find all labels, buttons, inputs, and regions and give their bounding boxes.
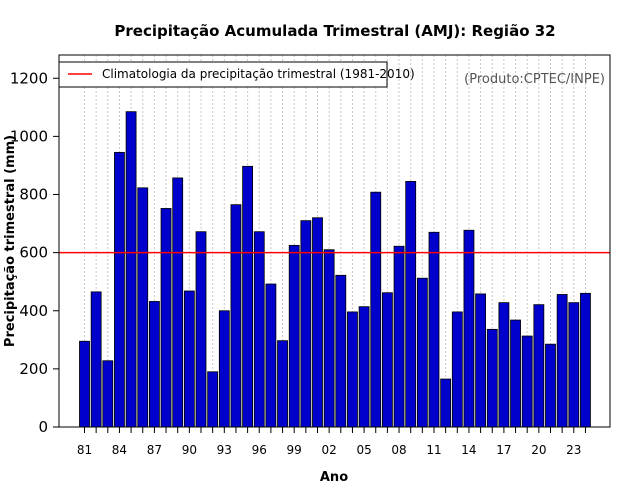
bar-02: [323, 249, 335, 428]
x-axis: 81 84 87 90 93 96 99 02 05 08 11 14 17 20 23: [77, 427, 586, 457]
bar-22: [556, 294, 568, 428]
bar-88: [160, 208, 172, 428]
bar-95: [242, 165, 254, 428]
plot-frame: [58, 54, 611, 428]
x-axis-title: Ano: [320, 470, 348, 485]
legend-label: Climatologia da precipitação trimestral …: [102, 67, 415, 81]
bar-05: [358, 306, 370, 428]
x-tick-label: 23: [566, 443, 581, 457]
x-tick-label: 87: [147, 443, 162, 457]
chart-title: Precipitação Acumulada Trimestral (AMJ):…: [114, 22, 555, 40]
bar-13: [451, 311, 463, 428]
x-tick-label: 14: [461, 443, 476, 457]
bar-98: [277, 340, 288, 428]
bars-group: [79, 111, 591, 428]
bar-89: [172, 177, 184, 428]
x-tick-label: 17: [496, 443, 511, 457]
bar-86: [137, 187, 149, 428]
bar-09: [405, 181, 417, 428]
bar-84: [114, 151, 125, 428]
bar-85: [125, 111, 137, 428]
legend-box: [58, 61, 388, 88]
bar-08: [393, 245, 405, 428]
bar-93: [218, 310, 230, 428]
legend: Climatologia da precipitação trimestral …: [58, 61, 415, 88]
x-tick-label: 96: [252, 443, 267, 457]
bar-17: [498, 302, 510, 428]
bar-14: [463, 229, 475, 428]
x-tick-label: 05: [356, 443, 371, 457]
y-tick-label: 0: [38, 418, 48, 436]
source-note: (Produto:CPTEC/INPE): [464, 72, 605, 87]
x-tick-label: 93: [217, 443, 232, 457]
bar-18: [510, 319, 521, 428]
bar-19: [521, 335, 533, 428]
bar-83: [102, 360, 114, 428]
y-tick-label: 1200: [10, 69, 48, 87]
bar-10: [416, 277, 428, 428]
bar-00: [300, 220, 312, 428]
bar-82: [90, 291, 102, 428]
bar-94: [230, 204, 242, 428]
y-tick-label: 200: [19, 360, 48, 378]
y-tick-label: 1000: [10, 127, 48, 145]
y-tick-label: 600: [19, 244, 48, 262]
bar-97: [265, 283, 277, 428]
bar-16: [486, 328, 498, 428]
x-tick-label: 02: [322, 443, 337, 457]
y-axis: 0 200 400 600 800 1000 1200: [10, 69, 59, 436]
bar-03: [335, 274, 347, 428]
bar-24: [580, 292, 591, 428]
y-tick-label: 400: [19, 302, 48, 320]
x-tick-label: 08: [391, 443, 406, 457]
bar-15: [475, 293, 487, 428]
bar-04: [347, 311, 358, 428]
x-tick-label: 81: [77, 443, 92, 457]
x-tick-label: 90: [182, 443, 197, 457]
bar-12: [440, 378, 452, 428]
bar-90: [183, 290, 195, 428]
x-tick-label: 99: [287, 443, 302, 457]
x-tick-label: 84: [112, 443, 127, 457]
bar-23: [568, 302, 580, 428]
bar-96: [253, 231, 265, 428]
bar-20: [533, 304, 545, 428]
x-tick-label: 11: [426, 443, 441, 457]
bar-87: [148, 301, 160, 428]
bar-81: [79, 340, 90, 428]
bar-99: [288, 244, 300, 428]
bar-21: [545, 343, 556, 428]
bar-07: [381, 292, 393, 428]
bar-06: [370, 191, 382, 428]
bar-11: [428, 231, 440, 428]
y-tick-label: 800: [19, 186, 48, 204]
bar-92: [207, 371, 219, 428]
y-axis-title: Precipitação trimestral (mm): [3, 135, 18, 347]
x-tick-label: 20: [531, 443, 546, 457]
bar-01: [312, 217, 323, 428]
bar-91: [195, 231, 207, 428]
